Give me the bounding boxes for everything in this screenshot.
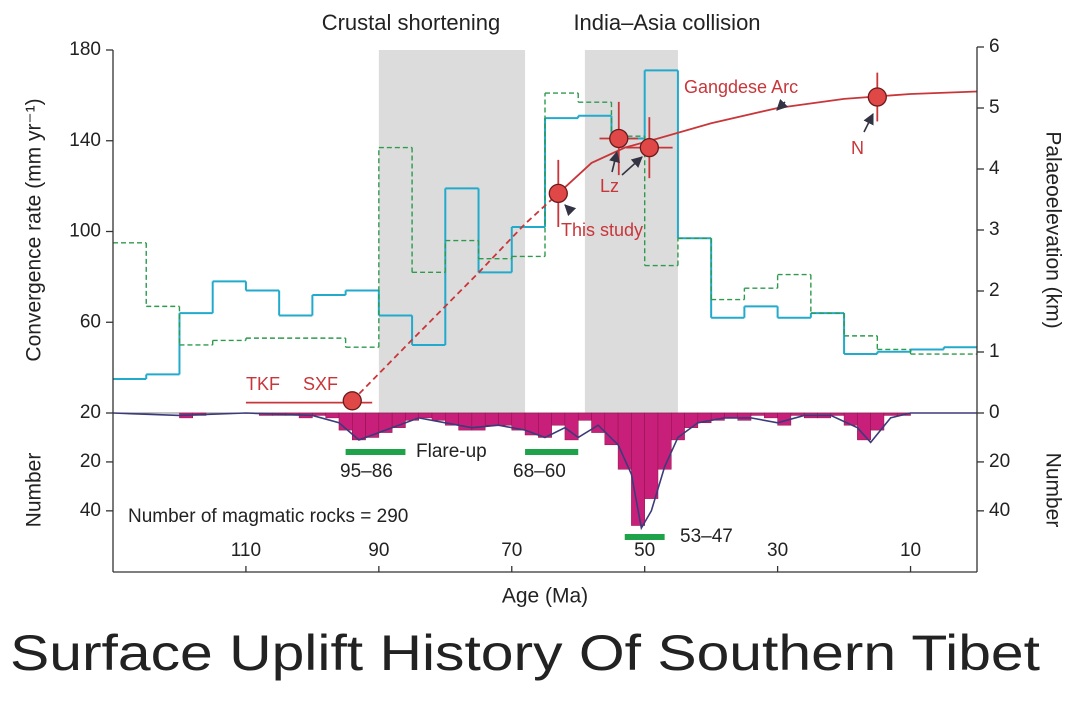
region-label: India–Asia collision — [573, 10, 760, 35]
histogram-bar — [498, 412, 513, 426]
annotation: This study — [561, 220, 643, 240]
y2-tick-label: 3 — [989, 219, 1000, 240]
x-tick-label: 70 — [501, 540, 522, 561]
histogram-bar — [737, 412, 752, 421]
y2-tick-label: 1 — [989, 341, 1000, 362]
y2-tick-label: 2 — [989, 280, 1000, 301]
flare-up-label: 53–47 — [680, 526, 733, 547]
flare-up-title: Flare-up — [416, 441, 487, 462]
y2-tick-label: 20 — [989, 451, 1010, 472]
caption: Surface Uplift History Of Southern Tibet — [10, 625, 1040, 681]
histogram-bar — [418, 412, 433, 419]
arrow — [863, 112, 874, 133]
x-axis-label: Age (Ma) — [502, 585, 588, 608]
histogram-bar — [870, 412, 885, 431]
elevation-point — [609, 128, 629, 149]
y-tick-label: 20 — [80, 402, 101, 423]
arrow — [609, 150, 620, 173]
shaded-region — [378, 50, 526, 413]
annotation: N — [851, 138, 864, 158]
elevation-point — [342, 391, 362, 411]
histogram-bar — [790, 412, 805, 416]
y-axis-label: Convergence rate (mm yr⁻¹) — [23, 98, 46, 361]
histogram-bar — [843, 412, 858, 426]
region-label: Crustal shortening — [322, 10, 501, 35]
elevation-point — [639, 137, 659, 158]
flare-up-label: 95–86 — [340, 461, 393, 482]
histogram-bar — [312, 412, 326, 416]
kde-line — [112, 412, 977, 531]
annotation: Number of magmatic rocks = 290 — [128, 506, 408, 527]
annotation: TKF — [246, 374, 280, 394]
histogram-bar — [524, 412, 539, 436]
annotation: Lz — [600, 176, 619, 196]
flare-up-label: 68–60 — [513, 461, 566, 482]
y-tick-label: 60 — [80, 311, 101, 332]
histogram-bar — [644, 412, 659, 499]
y2-axis-label: Palaeoelevation (km) — [1041, 131, 1064, 328]
histogram-bar — [671, 412, 685, 441]
histogram-bar — [538, 412, 552, 438]
y-tick-label: 100 — [69, 221, 101, 242]
histogram-bar — [577, 412, 592, 421]
arrow — [564, 204, 577, 217]
y-tick-label: 20 — [80, 451, 101, 472]
y-axis-label: Number — [23, 453, 46, 528]
elevation-curve — [557, 90, 978, 195]
annotation: SXF — [303, 374, 338, 394]
y-tick-label: 140 — [69, 130, 101, 151]
elevation-curve — [351, 192, 559, 402]
histogram-bar — [431, 412, 446, 421]
elevation-point — [548, 183, 568, 204]
x-tick-label: 90 — [368, 540, 389, 561]
histogram-bar — [750, 412, 765, 416]
y2-tick-label: 0 — [989, 402, 1000, 423]
x-tick-label: 50 — [634, 540, 655, 561]
histogram-bar — [484, 412, 499, 426]
y2-tick-label: 40 — [989, 500, 1010, 521]
histogram-bar — [830, 412, 845, 416]
plot: Crustal shortening India–Asia collision TK… — [10, 10, 1064, 681]
histogram-bar — [604, 412, 619, 446]
x-tick-label: 30 — [767, 540, 788, 561]
arrow — [621, 156, 643, 176]
histogram-bar — [684, 412, 699, 428]
histogram-bar — [657, 412, 672, 470]
histogram-bar — [883, 412, 898, 416]
y2-tick-label: 5 — [989, 97, 1000, 118]
curve-label: Gangdese Arc — [684, 77, 798, 97]
elevation-point — [867, 87, 887, 107]
y-tick-label: 180 — [69, 39, 101, 60]
y2-tick-label: 6 — [989, 36, 1000, 57]
y2-axis-label: Number — [1041, 453, 1064, 528]
histogram-bar — [564, 412, 579, 441]
histogram-bar — [325, 412, 340, 419]
x-tick-label: 10 — [900, 540, 921, 561]
histogram-bar — [764, 412, 778, 419]
shaded-region — [584, 50, 678, 413]
histogram-bar — [551, 412, 566, 426]
arrow — [776, 98, 789, 111]
y-tick-label: 40 — [80, 500, 101, 521]
y2-tick-label: 4 — [989, 158, 1000, 179]
x-tick-label: 110 — [231, 540, 261, 561]
